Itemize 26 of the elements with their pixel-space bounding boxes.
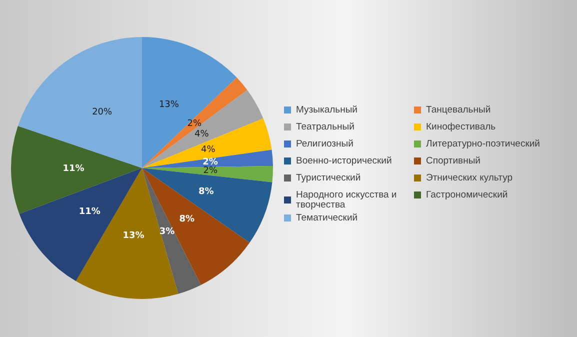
legend-label: Спортивный [426, 156, 480, 166]
legend-label: Танцевальный [426, 104, 491, 116]
legend-label: Музыкальный [296, 104, 358, 116]
data-label: 2% [203, 166, 218, 176]
legend-label: Театральный [296, 122, 354, 132]
legend-label: Туристический [296, 172, 361, 184]
data-label: 4% [200, 145, 216, 156]
data-label: 2% [202, 158, 218, 168]
legend-label: Литературно-поэтический [426, 138, 540, 150]
data-label: 13% [122, 230, 144, 241]
legend-label: Кинофестиваль [426, 122, 496, 132]
data-label: 4% [194, 129, 210, 140]
legend-label: Гастрономический [426, 190, 508, 200]
data-label: 2% [187, 118, 202, 129]
data-label: 3% [159, 226, 175, 237]
data-label: 11% [62, 164, 84, 174]
legend-label: Народного искусства и творчества [296, 190, 397, 210]
data-label: 20% [92, 107, 113, 118]
data-label: 8% [198, 186, 214, 197]
data-label: 8% [179, 214, 195, 225]
data-label: 13% [158, 100, 180, 110]
legend-label: Религиозный [296, 138, 354, 150]
data-label: 11% [78, 207, 100, 218]
legend-label: Этнических культур [426, 172, 513, 184]
legend-label: Военно-исторический [296, 156, 392, 166]
legend-label: Тематический [296, 212, 358, 224]
